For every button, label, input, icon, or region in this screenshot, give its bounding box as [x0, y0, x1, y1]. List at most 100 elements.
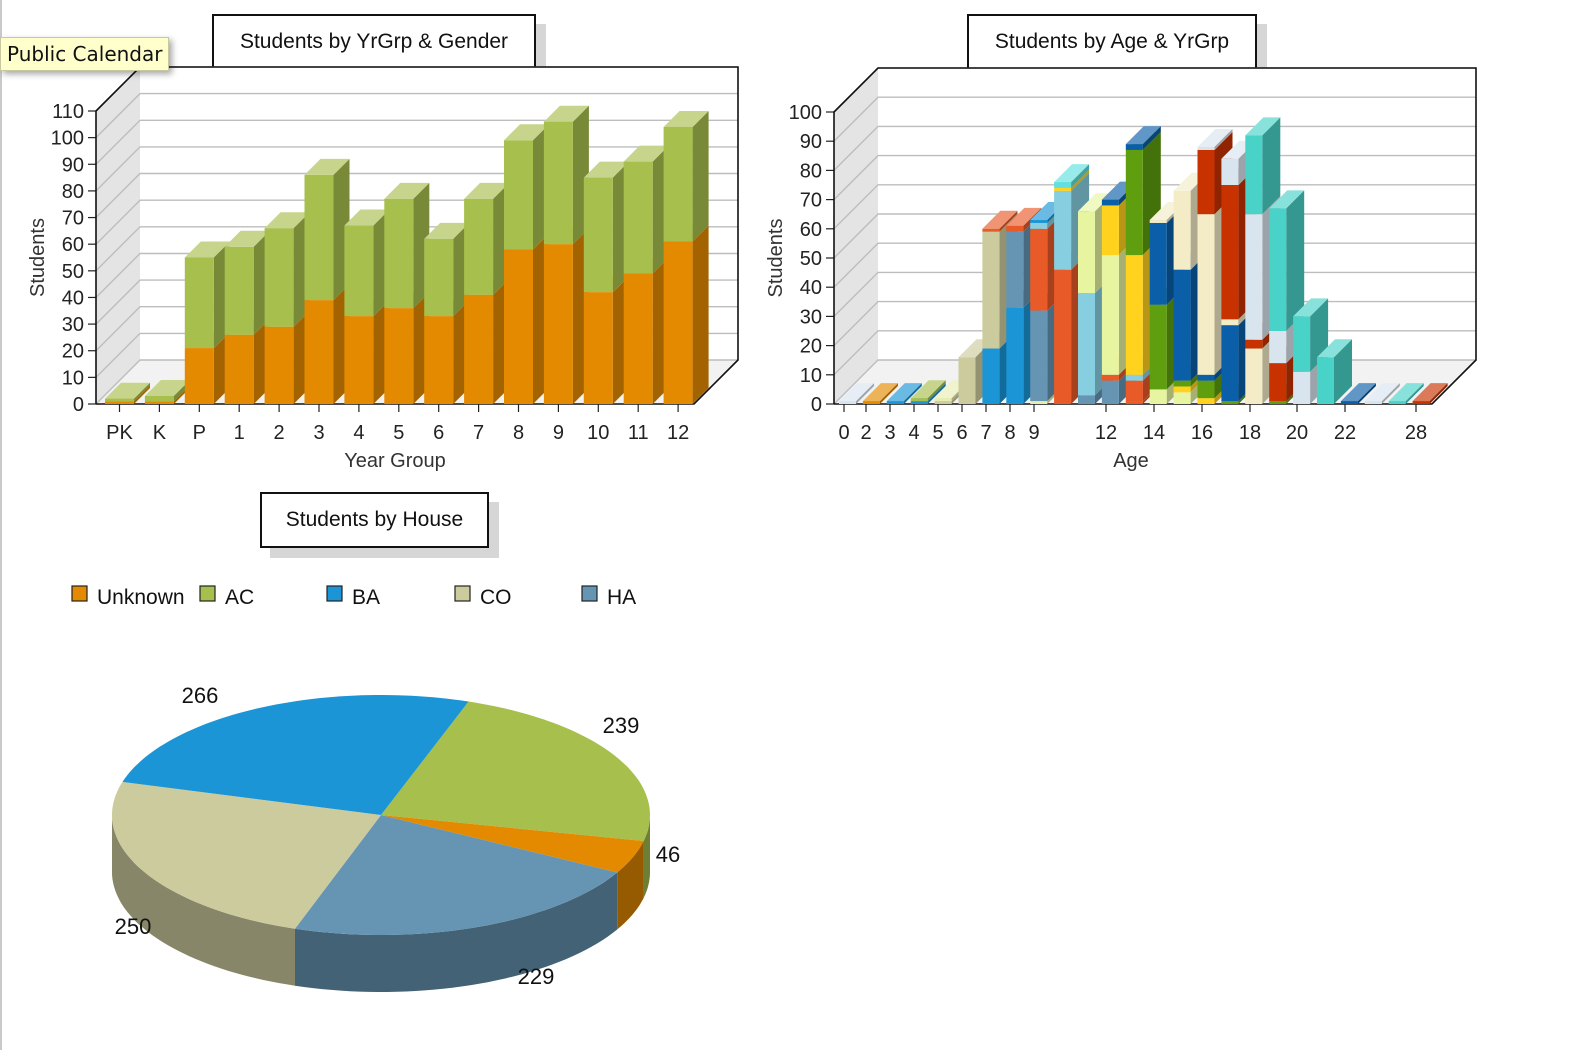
- age-bar-14-seg3: [1173, 269, 1191, 381]
- x-tick-label: 16: [1191, 422, 1213, 444]
- age-bar-9-seg3-top: [1054, 164, 1090, 183]
- age-bar-6-seg2-top: [982, 210, 1018, 229]
- y-tick-label: 70: [800, 190, 822, 212]
- age-bar-8-seg0: [1030, 401, 1048, 404]
- pie-slice-BA: [122, 695, 469, 815]
- age-bar-11-seg3: [1101, 205, 1119, 256]
- age-bar-17-seg3-top: [1245, 117, 1281, 136]
- x-tick-label: 9: [1028, 422, 1039, 444]
- x-tick-label: 14: [1143, 422, 1165, 444]
- bar-5-s1: [384, 198, 414, 309]
- pie-slice-AC: [381, 701, 650, 841]
- x-tick-label: 4: [353, 422, 364, 444]
- x-tick-label: 28: [1405, 422, 1427, 444]
- age-bar-21-seg0: [1340, 401, 1358, 404]
- pie-slice-HA: [295, 815, 618, 935]
- age-bar-20-seg0-side: [1334, 339, 1352, 404]
- bar-12-s0-side: [692, 225, 709, 404]
- x-tick-label: 8: [1004, 422, 1015, 444]
- age-bar-23-seg0: [1388, 401, 1406, 404]
- side-wall: [96, 67, 140, 404]
- y-tick-label: 30: [62, 314, 84, 336]
- age-bar-1-seg0-top: [862, 383, 898, 402]
- bar-K-s0: [144, 401, 174, 404]
- pie-value-label: 229: [518, 964, 555, 989]
- bar-8-s1-top: [504, 124, 549, 141]
- public-calendar-tooltip: Public Calendar: [0, 37, 170, 71]
- y-tick-label: 100: [789, 102, 822, 124]
- age-bar-16-seg2: [1221, 319, 1239, 326]
- y-tick-label: 20: [62, 341, 84, 363]
- age-bar-17-seg1: [1245, 339, 1263, 349]
- age-bar-10-seg0: [1078, 395, 1095, 404]
- age-bar-24-seg0: [1412, 401, 1430, 404]
- y-tick-label: 90: [62, 154, 84, 176]
- age-bar-3-seg1: [910, 398, 928, 402]
- bar-PK-s0: [105, 401, 134, 404]
- x-tick-label: 2: [860, 422, 871, 444]
- x-tick-label: 5: [932, 422, 943, 444]
- bar-1-s1: [224, 246, 254, 335]
- x-tick-label: 18: [1239, 422, 1261, 444]
- age-bar-12-seg1: [1125, 380, 1143, 402]
- x-tick-label: 5: [393, 422, 404, 444]
- pie-side-AC: [643, 815, 650, 898]
- bar-4-s0: [344, 316, 374, 404]
- age-bar-15-seg1: [1197, 380, 1215, 399]
- y-axis-label: Students: [765, 219, 787, 298]
- x-tick-label: 9: [553, 422, 564, 444]
- age-bar-15-seg5: [1197, 147, 1215, 150]
- age-bar-10-seg2: [1078, 211, 1095, 294]
- age-bar-4-seg1: [934, 398, 952, 402]
- age-bar-12-seg4: [1125, 149, 1143, 256]
- age-bar-24-seg0-top: [1412, 383, 1448, 402]
- bar-P-s1-top: [184, 241, 230, 258]
- legend-swatch: [71, 585, 88, 602]
- y-tick-label: 0: [73, 394, 84, 416]
- age-bar-23-seg0-side: [1405, 383, 1424, 404]
- age-bar-2-seg0-side: [903, 383, 922, 404]
- y-tick-label: 0: [811, 394, 822, 416]
- bar-PK-s1: [105, 398, 134, 402]
- bar-10-s1-top: [583, 161, 629, 178]
- age-bar-9-seg2: [1054, 187, 1072, 191]
- x-tick-label: 3: [313, 422, 324, 444]
- age-bar-14-seg1: [1173, 386, 1191, 393]
- age-bar-18-seg1: [1269, 363, 1287, 402]
- age-bar-12-seg5-top: [1125, 126, 1161, 145]
- y-tick-label: 80: [62, 181, 84, 203]
- age-bar-9-seg3-side: [1071, 164, 1090, 188]
- x-tick-label: 2: [274, 422, 285, 444]
- age-bar-5-seg0: [958, 357, 976, 404]
- age-bar-12-seg5: [1125, 144, 1143, 150]
- age-bar-13-seg0: [1149, 389, 1167, 404]
- bar-12-s1-top: [663, 111, 709, 127]
- x-tick-label: 7: [473, 422, 484, 444]
- age-bar-16-seg1: [1221, 325, 1239, 402]
- bar-3-s1: [304, 174, 334, 301]
- age-bar-3-seg1-side: [927, 380, 946, 402]
- y-tick-label: 50: [62, 261, 84, 283]
- age-bar-15-seg5-top: [1197, 129, 1233, 147]
- y-tick-label: 60: [800, 219, 822, 241]
- bar-3-s1-top: [304, 158, 350, 175]
- age-bar-16-seg4: [1221, 158, 1239, 185]
- age-bar-15-seg4: [1197, 149, 1215, 215]
- bar-12-s0: [663, 241, 693, 404]
- bar-11-s1: [623, 161, 653, 274]
- x-tick-label: 6: [956, 422, 967, 444]
- age-bar-16-seg0: [1221, 401, 1239, 404]
- y-tick-label: 30: [800, 306, 822, 328]
- bar-10-s0: [583, 292, 613, 404]
- age-bar-2-seg0-top: [886, 383, 922, 402]
- x-axis-label: Age: [1113, 450, 1149, 472]
- age-bar-9-seg2-side: [1071, 169, 1090, 191]
- bar-6-s1: [424, 238, 454, 317]
- legend-swatch: [199, 585, 216, 602]
- age-bar-0-seg0: [839, 401, 856, 404]
- age-bar-6-seg1: [982, 231, 1000, 349]
- age-bar-17-seg3-side: [1262, 117, 1281, 215]
- bar-4-s1: [344, 225, 374, 317]
- age-bar-13-seg2: [1149, 222, 1167, 305]
